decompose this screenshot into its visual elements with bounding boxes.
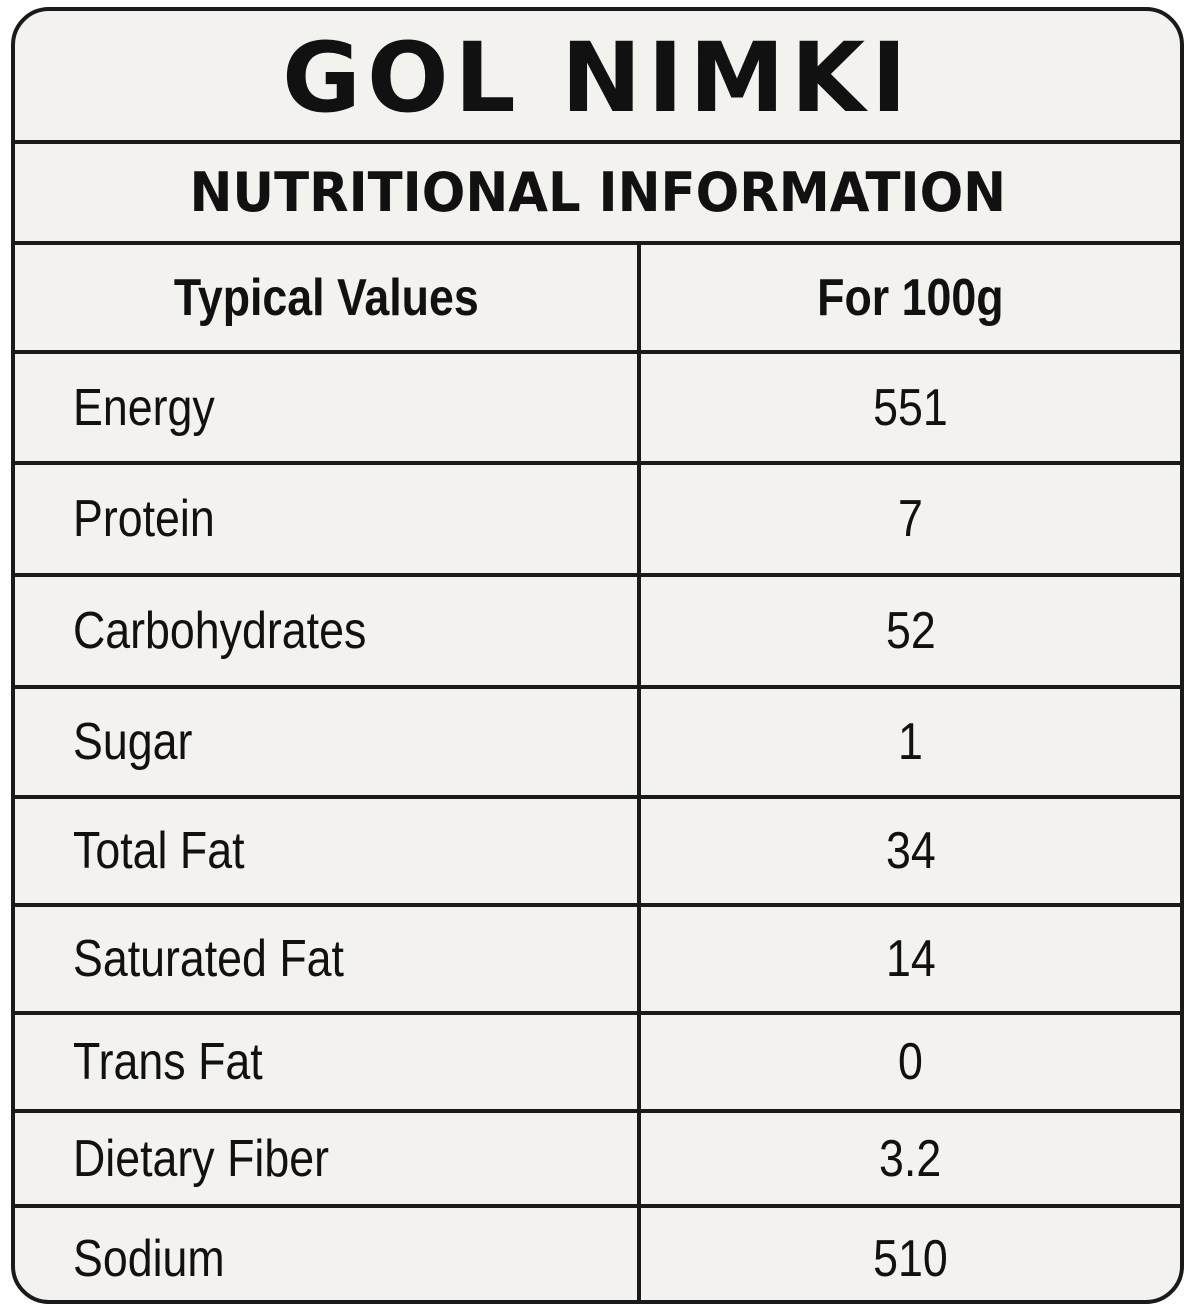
row-value-cell: 551 <box>641 354 1180 461</box>
table-row: Total Fat 34 <box>15 799 1180 907</box>
table-row: Carbohydrates 52 <box>15 577 1180 689</box>
row-value-cell: 3.2 <box>641 1113 1180 1204</box>
row-value: 510 <box>873 1229 948 1288</box>
subtitle-row: NUTRITIONAL INFORMATION <box>15 144 1180 245</box>
row-value: 52 <box>885 602 936 660</box>
header-label: Typical Values <box>173 268 479 327</box>
row-value: 3.2 <box>879 1129 942 1188</box>
row-label: Total Fat <box>73 822 245 880</box>
row-label: Energy <box>73 378 215 437</box>
row-label: Dietary Fiber <box>73 1129 329 1188</box>
row-value: 14 <box>885 930 936 988</box>
row-value-cell: 52 <box>641 577 1180 685</box>
table-header-row: Typical Values For 100g <box>15 245 1180 354</box>
row-value: 34 <box>885 822 936 880</box>
title-row: GOL NIMKI <box>15 11 1180 144</box>
section-heading: NUTRITIONAL INFORMATION <box>189 160 1006 224</box>
row-value: 1 <box>898 713 923 771</box>
row-label-cell: Protein <box>15 465 641 573</box>
row-label: Saturated Fat <box>73 930 344 988</box>
row-label-cell: Sugar <box>15 689 641 795</box>
row-label-cell: Total Fat <box>15 799 641 903</box>
row-label-cell: Energy <box>15 354 641 461</box>
header-value: For 100g <box>817 268 1004 327</box>
table-row: Sodium 510 <box>15 1208 1180 1300</box>
row-value: 551 <box>873 378 948 437</box>
row-value-cell: 14 <box>641 907 1180 1011</box>
row-label: Trans Fat <box>73 1033 263 1091</box>
row-value-cell: 0 <box>641 1015 1180 1109</box>
row-value: 0 <box>898 1033 923 1091</box>
row-label-cell: Dietary Fiber <box>15 1113 641 1204</box>
table-row: Energy 551 <box>15 354 1180 465</box>
header-label-cell: Typical Values <box>15 245 641 350</box>
table-row: Saturated Fat 14 <box>15 907 1180 1015</box>
row-value: 7 <box>898 490 923 548</box>
row-label-cell: Sodium <box>15 1208 641 1300</box>
row-label-cell: Trans Fat <box>15 1015 641 1109</box>
row-value-cell: 510 <box>641 1208 1180 1300</box>
table-row: Sugar 1 <box>15 689 1180 799</box>
table-row: Protein 7 <box>15 465 1180 577</box>
row-label: Sodium <box>73 1229 225 1288</box>
header-value-cell: For 100g <box>641 245 1180 350</box>
row-value-cell: 34 <box>641 799 1180 903</box>
row-label-cell: Carbohydrates <box>15 577 641 685</box>
row-value-cell: 1 <box>641 689 1180 795</box>
row-label-cell: Saturated Fat <box>15 907 641 1011</box>
row-label: Sugar <box>73 713 193 771</box>
row-label: Carbohydrates <box>73 602 367 660</box>
row-value-cell: 7 <box>641 465 1180 573</box>
table-row: Dietary Fiber 3.2 <box>15 1113 1180 1208</box>
product-title: GOL NIMKI <box>282 21 913 134</box>
nutrition-label: GOL NIMKI NUTRITIONAL INFORMATION Typica… <box>11 7 1184 1304</box>
table-row: Trans Fat 0 <box>15 1015 1180 1113</box>
row-label: Protein <box>73 490 215 548</box>
